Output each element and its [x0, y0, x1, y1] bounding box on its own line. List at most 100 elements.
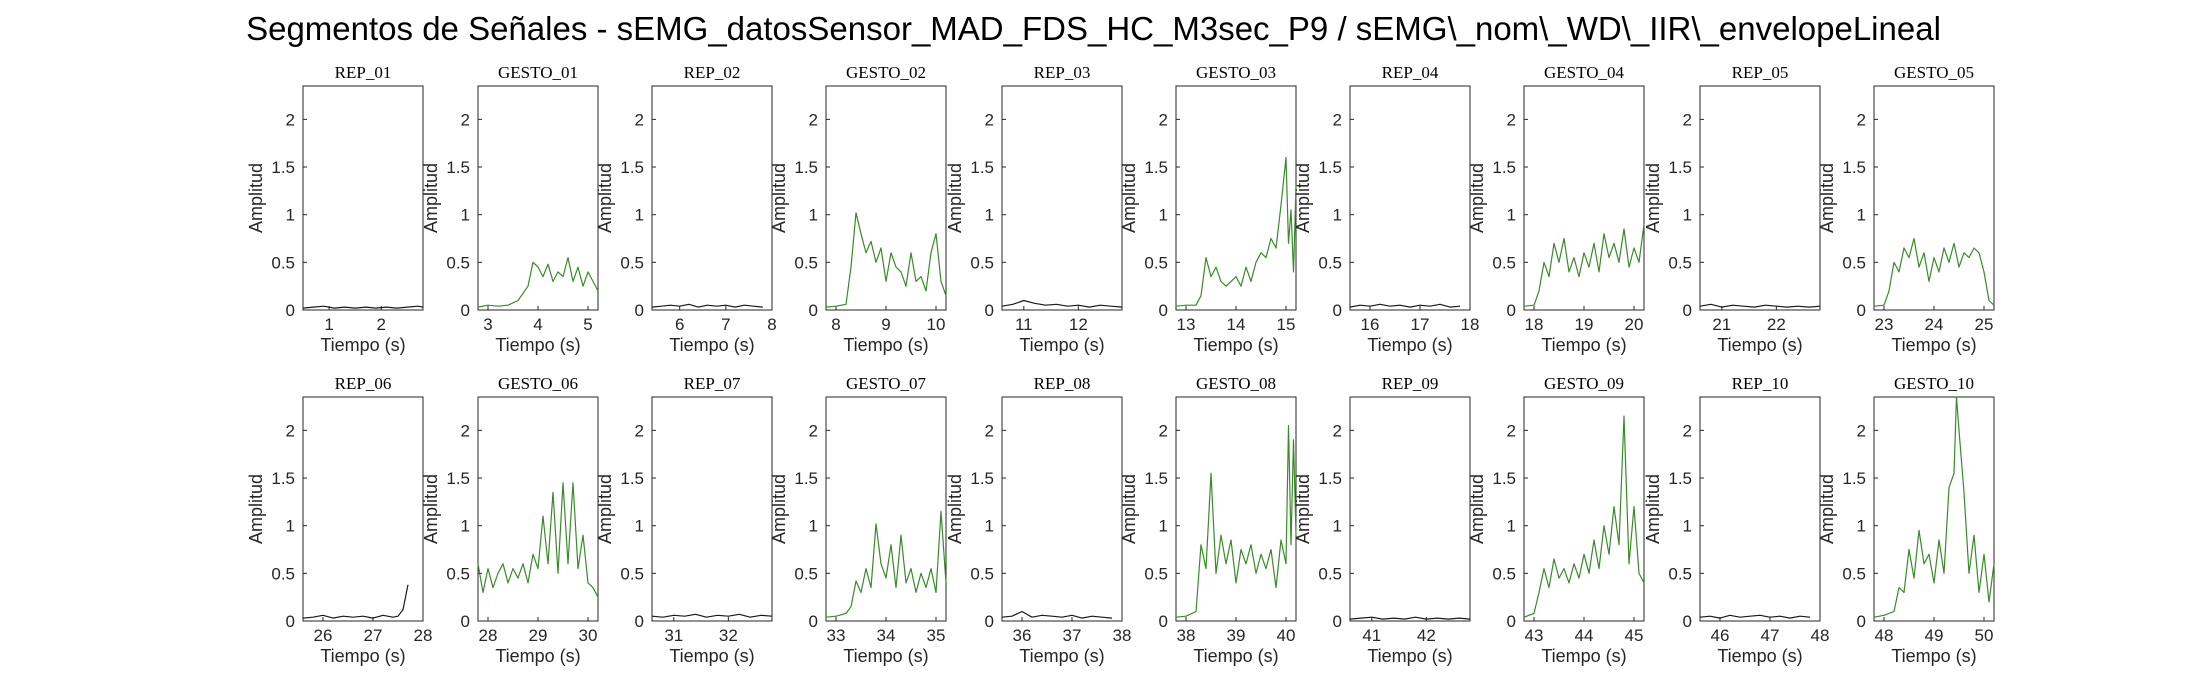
y-tick-label: 0.5: [1144, 564, 1168, 583]
y-tick-label: 1: [286, 517, 295, 536]
subplot-rep-06: 0 0.5 1 1.5 2 26 27 28 REP_06 Tiempo (s) Amplitud: [246, 374, 432, 666]
signal-line: [1001, 299, 1123, 308]
subplot-gesto-04: 0 0.5 1 1.5 2 18 19 20 GESTO_04 Tiempo (s) Amplitu…: [1467, 63, 1645, 355]
x-tick-label: 4: [533, 315, 542, 334]
x-tick-label: 6: [675, 315, 684, 334]
x-tick-label: 28: [479, 626, 498, 645]
y-tick-label: 2: [635, 110, 644, 129]
y-axis-label: Amplitud: [595, 474, 615, 544]
y-tick-label: 2: [461, 110, 470, 129]
x-tick-label: 14: [1227, 315, 1246, 334]
x-axis-label: Tiempo (s): [495, 646, 580, 666]
x-tick-label: 8: [831, 315, 840, 334]
subplot-rep-08: 0 0.5 1 1.5 2 36 37 38 REP_08 Tiempo (s) Amplitud: [945, 374, 1131, 666]
y-tick-label: 0.5: [1842, 564, 1866, 583]
y-tick-label: 0: [635, 612, 644, 631]
signal-line: [1523, 224, 1645, 307]
y-tick-label: 2: [286, 110, 295, 129]
signal-line: [651, 613, 773, 618]
figure-title: Segmentos de Señales - sEMG_datosSensor_…: [246, 10, 1941, 47]
y-tick-label: 0.5: [446, 253, 470, 272]
subplot-rep-09: 0 0.5 1 1.5 2 41 42 REP_09 Tiempo (s) Amplitud: [1293, 374, 1471, 666]
signal-line: [1873, 396, 1995, 618]
signal-line: [302, 584, 409, 619]
x-tick-label: 31: [664, 626, 683, 645]
x-tick-label: 30: [579, 626, 598, 645]
y-tick-label: 2: [461, 421, 470, 440]
y-tick-label: 2: [1159, 110, 1168, 129]
y-tick-label: 0.5: [970, 253, 994, 272]
plot-frame: [1001, 396, 1123, 622]
subplot-rep-04: 0 0.5 1 1.5 2 16 17 18 REP_04 Tiempo (s) Amplitud: [1293, 63, 1479, 355]
x-tick-label: 17: [1411, 315, 1430, 334]
subplot-gesto-05: 0 0.5 1 1.5 2 23 24 25 GESTO_05 Tiempo (s) Amplitu…: [1817, 63, 1995, 355]
subplot-title: GESTO_01: [498, 63, 578, 82]
subplot-title: REP_07: [684, 374, 741, 393]
plot-frame: [651, 396, 773, 622]
y-tick-label: 0.5: [271, 564, 295, 583]
signal-line: [1873, 237, 1995, 307]
x-axis-label: Tiempo (s): [1019, 335, 1104, 355]
y-tick-label: 1.5: [970, 158, 994, 177]
y-tick-label: 1: [1857, 206, 1866, 225]
signal-line: [825, 510, 947, 618]
y-tick-label: 0: [1333, 301, 1342, 320]
y-tick-label: 1.5: [1668, 469, 1692, 488]
y-tick-label: 0: [286, 301, 295, 320]
x-axis-label: Tiempo (s): [669, 646, 754, 666]
x-axis-label: Tiempo (s): [1891, 646, 1976, 666]
y-tick-label: 0: [985, 301, 994, 320]
subplot-title: REP_05: [1732, 63, 1789, 82]
y-axis-label: Amplitud: [1119, 163, 1139, 233]
plot-frame: [825, 85, 947, 311]
y-tick-label: 1.5: [970, 469, 994, 488]
y-axis-label: Amplitud: [769, 474, 789, 544]
x-tick-label: 37: [1063, 626, 1082, 645]
subplot-rep-07: 0 0.5 1 1.5 2 31 32 REP_07 Tiempo (s) Amplitud: [595, 374, 773, 666]
y-axis-label: Amplitud: [1467, 163, 1487, 233]
y-tick-label: 0.5: [620, 253, 644, 272]
y-axis-label: Amplitud: [945, 163, 965, 233]
y-tick-label: 1: [809, 206, 818, 225]
y-tick-label: 0: [809, 612, 818, 631]
plot-frame: [1523, 396, 1645, 622]
plot-frame: [1699, 396, 1821, 622]
x-tick-label: 38: [1177, 626, 1196, 645]
y-tick-label: 0: [1683, 612, 1692, 631]
subplot-title: GESTO_03: [1196, 63, 1276, 82]
y-tick-label: 1: [1333, 517, 1342, 536]
subplot-title: REP_04: [1382, 63, 1439, 82]
x-tick-label: 2: [377, 315, 386, 334]
y-tick-label: 0: [1159, 301, 1168, 320]
y-tick-label: 1: [461, 517, 470, 536]
y-tick-label: 1: [1683, 206, 1692, 225]
x-tick-label: 18: [1525, 315, 1544, 334]
y-tick-label: 2: [286, 421, 295, 440]
y-tick-label: 0.5: [446, 564, 470, 583]
plot-frame: [651, 85, 773, 311]
x-tick-label: 8: [767, 315, 776, 334]
y-tick-label: 1.5: [794, 158, 818, 177]
y-axis-label: Amplitud: [1119, 474, 1139, 544]
y-tick-label: 2: [1683, 110, 1692, 129]
signal-line: [1001, 610, 1113, 619]
signal-line: [1349, 616, 1471, 620]
signal-line: [302, 305, 424, 309]
y-tick-label: 0: [461, 612, 470, 631]
subplot-gesto-09: 0 0.5 1 1.5 2 43 44 45 GESTO_09 Tiempo (s) Amplitu…: [1467, 374, 1645, 666]
subplot-title: GESTO_09: [1544, 374, 1624, 393]
y-tick-label: 1.5: [1318, 469, 1342, 488]
y-tick-label: 2: [809, 421, 818, 440]
x-tick-label: 45: [1625, 626, 1644, 645]
y-tick-label: 1: [1507, 517, 1516, 536]
signal-line: [477, 482, 599, 598]
x-tick-label: 9: [881, 315, 890, 334]
y-axis-label: Amplitud: [1817, 163, 1837, 233]
x-tick-label: 38: [1113, 626, 1132, 645]
x-axis-label: Tiempo (s): [1193, 646, 1278, 666]
y-tick-label: 1: [461, 206, 470, 225]
y-tick-label: 1.5: [1842, 469, 1866, 488]
subplot-title: GESTO_02: [846, 63, 926, 82]
y-axis-label: Amplitud: [1467, 474, 1487, 544]
y-tick-label: 0.5: [1144, 253, 1168, 272]
